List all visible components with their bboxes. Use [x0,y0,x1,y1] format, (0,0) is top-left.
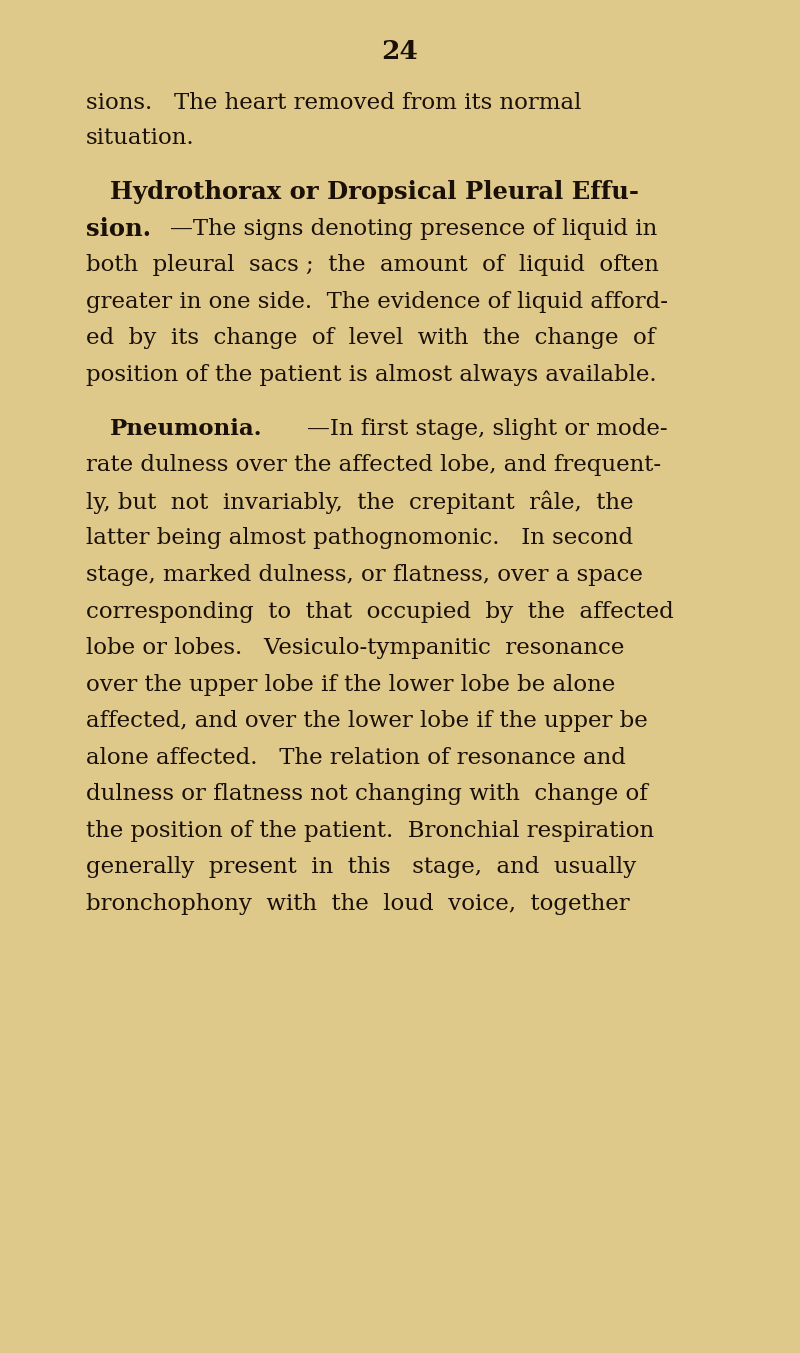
Text: stage, marked dulness, or flatness, over a space: stage, marked dulness, or flatness, over… [86,564,642,586]
Text: greater in one side.  The evidence of liquid afford-: greater in one side. The evidence of liq… [86,291,667,313]
Text: sion.: sion. [86,216,150,241]
Text: situation.: situation. [86,127,194,149]
Text: latter being almost pathognomonic.   In second: latter being almost pathognomonic. In se… [86,528,633,549]
Text: —In first stage, slight or mode-: —In first stage, slight or mode- [306,418,667,440]
Text: ly, but  not  invariably,  the  crepitant  râle,  the: ly, but not invariably, the crepitant râ… [86,490,633,514]
Text: over the upper lobe if the lower lobe be alone: over the upper lobe if the lower lobe be… [86,674,615,695]
Text: lobe or lobes.   Vesiculo-tympanitic  resonance: lobe or lobes. Vesiculo-tympanitic reson… [86,637,624,659]
Text: 24: 24 [382,39,418,64]
Text: ed  by  its  change  of  level  with  the  change  of: ed by its change of level with the chang… [86,327,655,349]
Text: Pneumonia.: Pneumonia. [110,418,262,440]
Text: corresponding  to  that  occupied  by  the  affected: corresponding to that occupied by the af… [86,601,674,622]
Text: both  pleural  sacs ;  the  amount  of  liquid  often: both pleural sacs ; the amount of liquid… [86,254,658,276]
Text: the position of the patient.  Bronchial respiration: the position of the patient. Bronchial r… [86,820,654,842]
Text: —The signs denoting presence of liquid in: —The signs denoting presence of liquid i… [170,218,657,239]
Text: rate dulness over the affected lobe, and frequent-: rate dulness over the affected lobe, and… [86,455,661,476]
Text: generally  present  in  this   stage,  and  usually: generally present in this stage, and usu… [86,856,636,878]
Text: Hydrothorax or Dropsical Pleural Effu-: Hydrothorax or Dropsical Pleural Effu- [110,180,638,204]
Text: affected, and over the lower lobe if the upper be: affected, and over the lower lobe if the… [86,710,647,732]
Text: bronchophony  with  the  loud  voice,  together: bronchophony with the loud voice, togeth… [86,893,630,915]
Text: alone affected.   The relation of resonance and: alone affected. The relation of resonanc… [86,747,626,769]
Text: sions.   The heart removed from its normal: sions. The heart removed from its normal [86,92,581,114]
Text: dulness or flatness not changing with  change of: dulness or flatness not changing with ch… [86,783,647,805]
Text: position of the patient is almost always available.: position of the patient is almost always… [86,364,656,386]
